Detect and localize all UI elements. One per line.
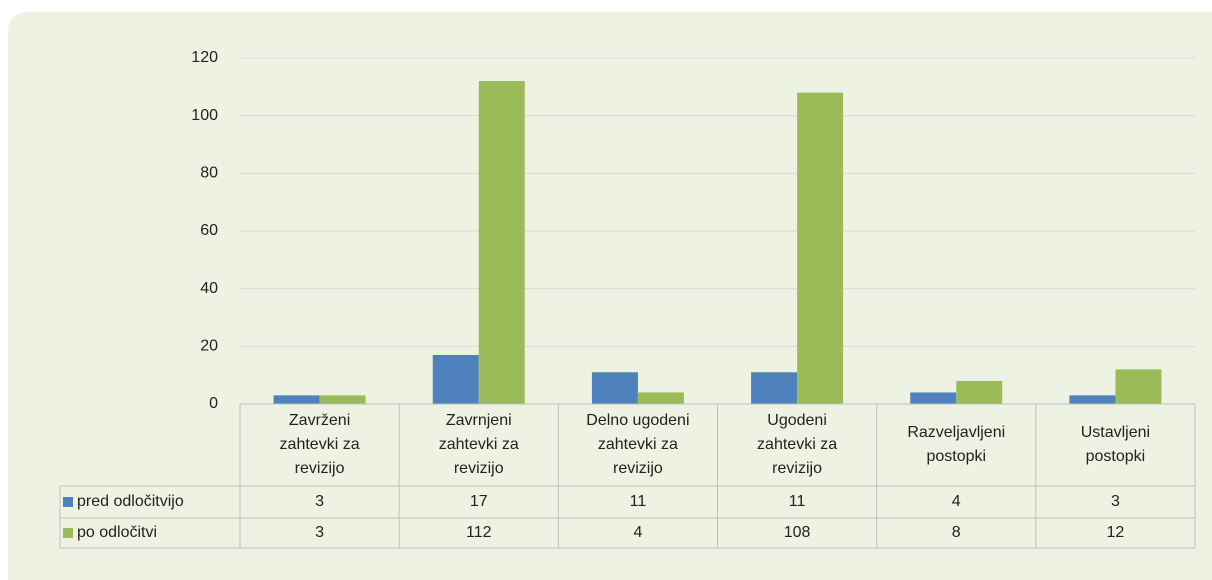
y-tick-label: 120: [191, 49, 218, 66]
bar: [319, 395, 366, 404]
y-tick-label: 100: [191, 107, 218, 124]
bar: [478, 81, 525, 405]
table-value: 3: [1111, 493, 1120, 510]
table-value: 108: [784, 524, 811, 541]
table-value: 112: [466, 524, 492, 541]
category-label: Delno ugodeni zahtevki za revizijo: [586, 412, 690, 477]
category-label: Zavrženi zahtevki za revizijo: [279, 412, 360, 477]
legend-label: po odločitvi: [77, 524, 157, 541]
y-tick-label: 20: [200, 338, 218, 355]
bar: [591, 372, 638, 404]
bar: [797, 92, 844, 404]
table-value: 11: [630, 493, 647, 510]
category-label: Razveljavljeni postopki: [907, 424, 1006, 465]
table-value: 12: [1107, 524, 1125, 541]
table-value: 3: [315, 493, 324, 510]
table-value: 4: [952, 493, 961, 510]
y-tick-label: 0: [209, 395, 218, 412]
legend-swatch: [63, 497, 73, 507]
table-value: 11: [789, 493, 806, 510]
table-value: 17: [470, 493, 488, 510]
y-tick-label: 60: [200, 222, 218, 239]
legend-swatch: [63, 528, 73, 538]
table-value: 4: [633, 524, 642, 541]
bar: [1069, 395, 1116, 404]
y-tick-label: 80: [200, 165, 218, 182]
table-value: 8: [952, 524, 961, 541]
bar: [637, 392, 684, 404]
category-label: Ustavljeni postopki: [1080, 424, 1151, 465]
bar: [1115, 369, 1162, 404]
category-label: Ugodeni zahtevki za revizijo: [757, 412, 838, 477]
bar: [956, 380, 1003, 404]
category-label: Zavrnjeni zahtevki za revizijo: [438, 412, 519, 477]
bar: [910, 392, 957, 404]
bar: [751, 372, 798, 404]
table-value: 3: [315, 524, 324, 541]
legend-label: pred odločitvijo: [77, 493, 184, 510]
y-tick-label: 40: [200, 280, 218, 297]
bar: [273, 395, 320, 404]
bar: [432, 354, 479, 404]
panel: [8, 12, 1212, 580]
